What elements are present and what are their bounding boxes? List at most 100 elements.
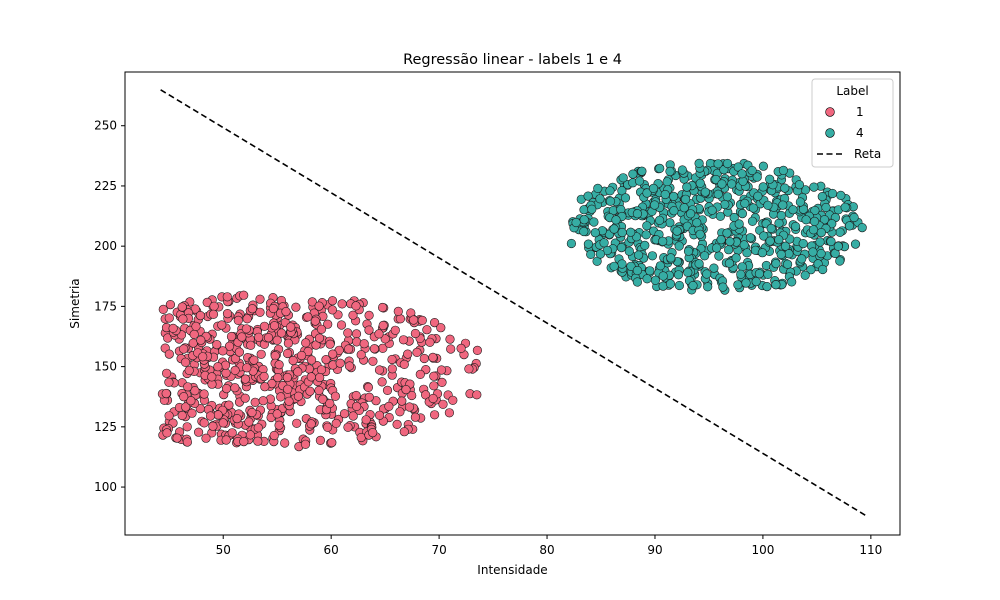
data-point-label-4	[699, 251, 710, 261]
data-point-label-1	[369, 344, 380, 354]
data-point-label-4	[736, 269, 746, 279]
data-point-label-1	[284, 396, 294, 406]
data-point-label-4	[682, 182, 692, 192]
data-point-label-4	[833, 241, 843, 251]
data-point-label-1	[446, 344, 456, 354]
data-point-label-4	[787, 277, 797, 287]
data-point-label-4	[795, 197, 806, 207]
data-point-label-4	[778, 200, 788, 210]
data-point-label-1	[177, 302, 187, 312]
data-point-label-1	[375, 410, 385, 420]
data-point-label-1	[227, 428, 237, 438]
data-point-label-4	[816, 228, 826, 238]
data-point-label-1	[315, 435, 326, 446]
data-point-label-1	[268, 303, 279, 314]
y-axis-title: Simetria	[68, 278, 82, 328]
data-point-label-1	[325, 398, 335, 409]
data-point-label-4	[709, 263, 719, 273]
data-point-label-1	[247, 304, 257, 314]
legend-label-1: 1	[856, 105, 864, 119]
data-point-label-1	[425, 337, 435, 347]
data-point-label-1	[429, 381, 439, 391]
data-point-label-1	[343, 422, 353, 432]
data-point-label-1	[288, 355, 298, 366]
data-point-label-4	[776, 210, 786, 221]
data-point-label-1	[168, 323, 178, 334]
data-point-label-4	[826, 236, 836, 247]
y-tick-label: 175	[94, 299, 117, 313]
data-point-label-4	[758, 161, 769, 171]
data-point-label-4	[700, 187, 710, 197]
data-point-label-1	[269, 430, 279, 441]
data-point-label-4	[673, 270, 684, 280]
data-point-label-4	[645, 266, 655, 276]
data-point-label-1	[310, 316, 320, 326]
data-point-label-1	[417, 315, 427, 326]
data-point-label-4	[808, 225, 819, 235]
data-point-label-1	[242, 363, 252, 373]
data-point-label-1	[336, 320, 347, 330]
data-point-label-4	[806, 265, 816, 275]
data-point-label-1	[430, 410, 440, 420]
data-point-label-4	[618, 173, 628, 183]
data-point-label-1	[368, 356, 378, 366]
data-point-label-4	[762, 282, 772, 292]
data-point-label-1	[281, 307, 291, 317]
data-point-label-1	[390, 325, 400, 335]
data-point-label-1	[364, 325, 374, 335]
data-point-label-4	[571, 217, 581, 228]
data-point-label-4	[586, 249, 596, 259]
data-point-label-4	[694, 158, 704, 168]
data-point-label-4	[595, 249, 606, 259]
chart-title: Regressão linear - labels 1 e 4	[403, 52, 622, 68]
data-point-label-4	[579, 215, 589, 225]
x-tick-label: 80	[539, 543, 554, 557]
data-point-label-1	[456, 343, 466, 354]
data-point-label-1	[337, 299, 347, 309]
data-point-label-1	[343, 328, 353, 338]
data-point-label-4	[800, 270, 810, 280]
data-point-label-4	[668, 191, 679, 201]
data-point-label-1	[392, 419, 402, 430]
data-point-label-1	[448, 395, 458, 405]
data-point-label-1	[437, 377, 447, 388]
data-point-label-1	[323, 422, 333, 432]
regression-line	[160, 89, 867, 517]
data-point-label-1	[158, 304, 168, 315]
data-point-label-1	[464, 364, 474, 374]
data-point-label-4	[695, 229, 705, 239]
x-tick-label: 50	[216, 543, 231, 557]
data-point-label-4	[713, 159, 723, 169]
data-point-label-1	[306, 372, 316, 382]
data-point-label-1	[256, 349, 266, 359]
data-point-label-1	[250, 397, 260, 407]
x-tick-label: 100	[751, 543, 774, 557]
data-point-label-1	[253, 423, 263, 433]
points-layer	[157, 158, 867, 452]
data-point-label-1	[398, 335, 409, 345]
data-point-label-4	[589, 217, 599, 227]
data-point-label-4	[713, 189, 723, 199]
data-point-label-1	[382, 385, 393, 396]
data-point-label-4	[674, 241, 684, 251]
data-point-label-1	[232, 414, 242, 424]
data-point-label-4	[763, 269, 773, 280]
data-point-label-4	[654, 215, 665, 225]
data-point-label-1	[280, 438, 290, 448]
data-point-label-1	[241, 324, 251, 334]
data-point-label-4	[815, 237, 825, 247]
data-point-label-1	[244, 417, 254, 427]
y-tick-label: 225	[94, 179, 117, 193]
data-point-label-1	[321, 355, 331, 365]
data-point-label-4	[648, 183, 659, 193]
data-point-label-1	[436, 323, 446, 333]
data-point-label-1	[179, 392, 189, 402]
data-point-label-1	[297, 350, 307, 361]
data-point-label-1	[218, 418, 228, 428]
data-point-label-4	[739, 240, 749, 250]
data-point-label-1	[397, 396, 407, 406]
data-point-label-1	[330, 391, 341, 401]
data-point-label-4	[637, 166, 647, 176]
data-point-label-1	[164, 411, 174, 421]
data-point-label-4	[849, 212, 859, 223]
